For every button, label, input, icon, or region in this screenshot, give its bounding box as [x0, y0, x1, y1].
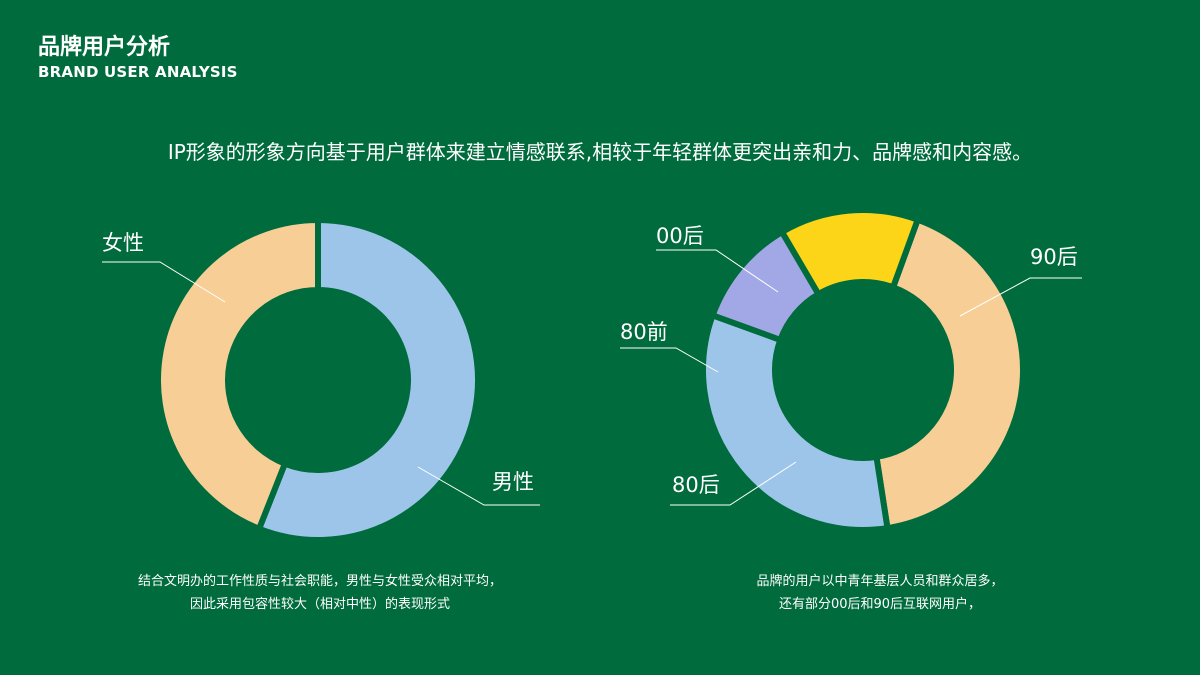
page-header: 品牌用户分析 BRAND USER ANALYSIS [38, 34, 238, 82]
caption-gender: 结合文明办的工作性质与社会职能，男性与女性受众相对平均， 因此采用包容性较大（相… [80, 570, 560, 616]
label-00s: 00后 [656, 224, 704, 248]
donut-slice-80s [700, 312, 891, 533]
page-title: 品牌用户分析 [38, 35, 171, 60]
intro-text: IP形象的形象方向基于用户群体来建立情感联系,相较于年轻群体更突出亲和力、品牌感… [167, 140, 1033, 164]
age-donut-chart: 00后 80前 80后 90后 [620, 207, 1082, 533]
caption-gender-line-1: 结合文明办的工作性质与社会职能，男性与女性受众相对平均， [137, 574, 502, 589]
leader-line-90s [959, 277, 1082, 317]
leader-line-00s [656, 249, 779, 293]
caption-age: 品牌的用户以中青年基层人员和群众居多， 还有部分00后和90后互联网用户， [650, 570, 1110, 616]
caption-gender-line-2: 因此采用包容性较大（相对中性）的表现形式 [189, 597, 450, 612]
caption-age-line-2: 还有部分00后和90后互联网用户， [778, 597, 982, 612]
donut-slice-90s [873, 216, 1026, 532]
leader-line-female [102, 261, 226, 303]
label-90s: 90后 [1030, 245, 1078, 269]
donut-slice-female [155, 217, 321, 532]
page-subtitle: BRAND USER ANALYSIS [38, 63, 238, 81]
label-female: 女性 [102, 231, 144, 255]
label-male: 男性 [492, 470, 534, 494]
leader-line-male [417, 466, 540, 506]
caption-age-line-1: 品牌的用户以中青年基层人员和群众居多， [756, 574, 1004, 589]
leader-line-pre-80s [620, 347, 719, 373]
gender-donut-chart: 女性 男性 [102, 217, 540, 543]
donut-slice-00s [779, 207, 921, 298]
label-pre-80s: 80前 [620, 320, 668, 344]
leader-line-80s [670, 461, 797, 506]
label-80s: 80后 [672, 473, 720, 497]
donut-slice-male [256, 217, 481, 543]
